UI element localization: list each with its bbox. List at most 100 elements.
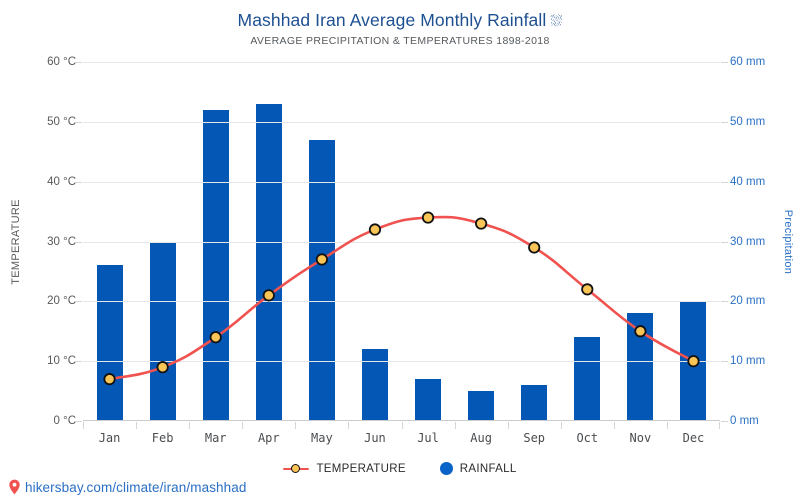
chart-title: Mashhad Iran Average Monthly Rainfall ⛆ bbox=[0, 10, 800, 31]
temperature-point[interactable]: May: 27 °C bbox=[315, 253, 328, 266]
gridline bbox=[83, 181, 720, 183]
x-axis-label: Apr bbox=[257, 431, 280, 445]
left-axis-tick-label: 50 °C bbox=[47, 115, 76, 128]
right-axis-labels: 0 mm 10 mm 20 mm 30 mm 40 mm 50 mm 60 mm bbox=[730, 56, 800, 427]
temperature-point[interactable]: Mar: 14 °C bbox=[209, 331, 222, 344]
temperature-point[interactable]: Jul: 34 °C bbox=[421, 211, 435, 224]
legend-label-rainfall: RAINFALL bbox=[459, 462, 517, 475]
temperature-point[interactable]: Dec: 10 °C bbox=[687, 355, 700, 368]
gridline bbox=[83, 121, 720, 123]
x-axis-label: Oct bbox=[576, 431, 599, 445]
right-axis-tick-label: 10 mm bbox=[730, 355, 766, 368]
left-axis-tick-label: 30 °C bbox=[47, 235, 76, 248]
right-axis-tick-label: 50 mm bbox=[730, 115, 766, 128]
legend-label-temperature: TEMPERATURE bbox=[316, 462, 406, 475]
gridline bbox=[83, 361, 720, 363]
rainfall-marker-icon bbox=[439, 462, 453, 475]
x-axis-tick bbox=[666, 422, 668, 429]
x-axis: Jan Feb Mar Apr May Jun Jul Aug Sep Oct Nov Dec bbox=[83, 422, 720, 452]
plot-area bbox=[75, 62, 728, 422]
x-axis-tick bbox=[507, 422, 509, 429]
temperature-point[interactable]: Jan: 7 °C bbox=[103, 373, 116, 386]
x-axis-label: Jun bbox=[364, 431, 386, 445]
rainfall-bar[interactable] bbox=[255, 103, 282, 421]
left-axis-tick bbox=[75, 361, 82, 363]
x-axis-label: Sep bbox=[523, 431, 546, 445]
x-axis-label: Jan bbox=[98, 431, 121, 445]
temperature-point[interactable]: Jun: 32 °C bbox=[368, 223, 382, 236]
x-axis-tick bbox=[136, 422, 138, 429]
temperature-line-series: Jan: 7 °C Feb: 9 °C Mar: 14 °C Apr: 21 °C Ma… bbox=[103, 211, 700, 386]
temperature-marker-icon bbox=[283, 463, 310, 475]
source-footer[interactable]: hikersbay.com/climate/iran/mashhad bbox=[8, 479, 247, 495]
right-axis-tick-label: 40 mm bbox=[730, 175, 766, 188]
plot-baseline bbox=[83, 420, 720, 421]
x-axis-tick bbox=[454, 422, 456, 429]
gridline bbox=[83, 301, 720, 303]
temperature-point[interactable]: Sep: 29 °C bbox=[528, 241, 541, 254]
right-axis-tick bbox=[721, 62, 728, 63]
x-axis-tick bbox=[83, 422, 84, 429]
right-axis-tick bbox=[721, 361, 728, 363]
rainfall-bar[interactable] bbox=[149, 241, 176, 421]
left-axis-tick bbox=[75, 301, 82, 303]
chart-subtitle: AVERAGE PRECIPITATION & TEMPERATURES 189… bbox=[250, 35, 550, 47]
legend-item-temperature[interactable]: TEMPERATURE bbox=[283, 463, 405, 475]
x-axis-tick bbox=[401, 422, 403, 429]
source-url: hikersbay.com/climate/iran/mashhad bbox=[25, 479, 247, 495]
rainfall-bar[interactable] bbox=[468, 391, 495, 421]
location-pin-icon bbox=[9, 479, 20, 495]
legend-item-rainfall[interactable]: RAINFALL bbox=[439, 462, 517, 475]
temperature-point[interactable]: Oct: 22 °C bbox=[581, 283, 594, 296]
right-axis-tick-label: 30 mm bbox=[730, 235, 766, 248]
left-axis-tick-label: 0 °C bbox=[53, 415, 77, 427]
x-axis-tick bbox=[189, 422, 191, 429]
x-axis-tick bbox=[560, 422, 562, 429]
right-axis-tick-label: 20 mm bbox=[730, 295, 766, 308]
rainfall-bar[interactable] bbox=[521, 385, 548, 421]
rainfall-bar[interactable] bbox=[96, 265, 123, 421]
rainfall-bar[interactable] bbox=[202, 109, 229, 421]
temperature-point[interactable]: Aug: 33 °C bbox=[475, 217, 488, 230]
chart-legend: TEMPERATURE RAINFALL bbox=[0, 462, 800, 475]
right-axis-tick bbox=[721, 181, 728, 183]
right-axis-tick bbox=[721, 241, 728, 243]
x-axis-tick bbox=[613, 422, 615, 429]
gridline bbox=[83, 241, 720, 243]
chart-title-text: Mashhad Iran Average Monthly Rainfall bbox=[237, 10, 547, 30]
rainfall-bar[interactable] bbox=[574, 337, 601, 421]
weather-rain-icon: ⛆ bbox=[550, 13, 563, 30]
rainfall-bar[interactable] bbox=[308, 139, 335, 421]
x-axis-tick bbox=[348, 422, 350, 429]
left-axis-tick bbox=[75, 121, 82, 123]
x-axis-label: Dec bbox=[682, 431, 705, 445]
left-axis-tick-label: 60 °C bbox=[47, 56, 76, 68]
right-axis-tick bbox=[721, 121, 728, 123]
right-axis-tick bbox=[721, 301, 728, 303]
left-axis-tick-label: 10 °C bbox=[47, 355, 76, 368]
left-axis-tick bbox=[75, 421, 82, 422]
right-axis-tick-label: 0 mm bbox=[730, 415, 759, 427]
temperature-point[interactable]: Feb: 9 °C bbox=[156, 361, 169, 374]
rainfall-bar[interactable] bbox=[415, 379, 442, 421]
left-axis-tick-label: 40 °C bbox=[47, 175, 76, 188]
left-axis-labels: 0 °C 10 °C 20 °C 30 °C 40 °C 50 °C 60 °C bbox=[0, 56, 76, 427]
x-axis-tick bbox=[295, 422, 297, 429]
left-axis-tick bbox=[75, 62, 82, 63]
x-axis-label: May bbox=[311, 431, 333, 445]
x-axis-label: Mar bbox=[204, 431, 227, 445]
right-axis-tick-label: 60 mm bbox=[730, 56, 766, 68]
rainfall-bars bbox=[83, 62, 720, 421]
x-axis-label: Feb bbox=[151, 431, 174, 445]
left-axis-tick-label: 20 °C bbox=[47, 295, 76, 308]
temperature-point[interactable]: Apr: 21 °C bbox=[262, 289, 275, 302]
x-axis-tick bbox=[242, 422, 244, 429]
right-axis-tick bbox=[721, 421, 728, 422]
left-axis-tick bbox=[75, 241, 82, 243]
x-axis-label: Aug bbox=[470, 431, 492, 445]
x-axis-label: Nov bbox=[629, 431, 652, 445]
gridline bbox=[83, 62, 720, 63]
temperature-line bbox=[108, 215, 695, 381]
temperature-point[interactable]: Nov: 15 °C bbox=[634, 325, 647, 338]
